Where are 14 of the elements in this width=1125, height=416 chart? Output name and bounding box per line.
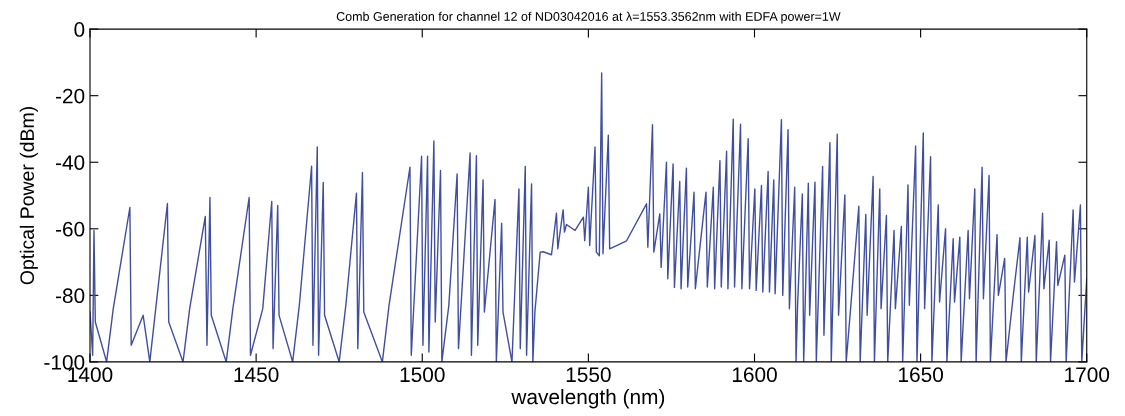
y-axis-title: Optical Power (dBm)	[19, 107, 38, 285]
y-tick-label: -60	[55, 221, 85, 237]
x-tick-label: 1500	[400, 367, 445, 383]
x-axis-title: wavelength (nm)	[511, 388, 665, 409]
x-tick-label: 1550	[566, 367, 611, 383]
y-tick-label: -20	[55, 88, 85, 104]
y-tick-label: -40	[55, 155, 85, 170]
x-tick-label: 1650	[899, 367, 943, 383]
x-tick-label: 1600	[732, 367, 777, 383]
x-tick-label: 1700	[1065, 367, 1110, 383]
y-tick-label: -80	[55, 288, 85, 304]
x-tick-label: 1450	[234, 367, 279, 383]
y-tick-label: 0	[74, 22, 85, 37]
chart-title: Comb Generation for channel 12 of ND03042016 at λ=1553.3562nm with EDFA power=1W	[336, 11, 841, 24]
